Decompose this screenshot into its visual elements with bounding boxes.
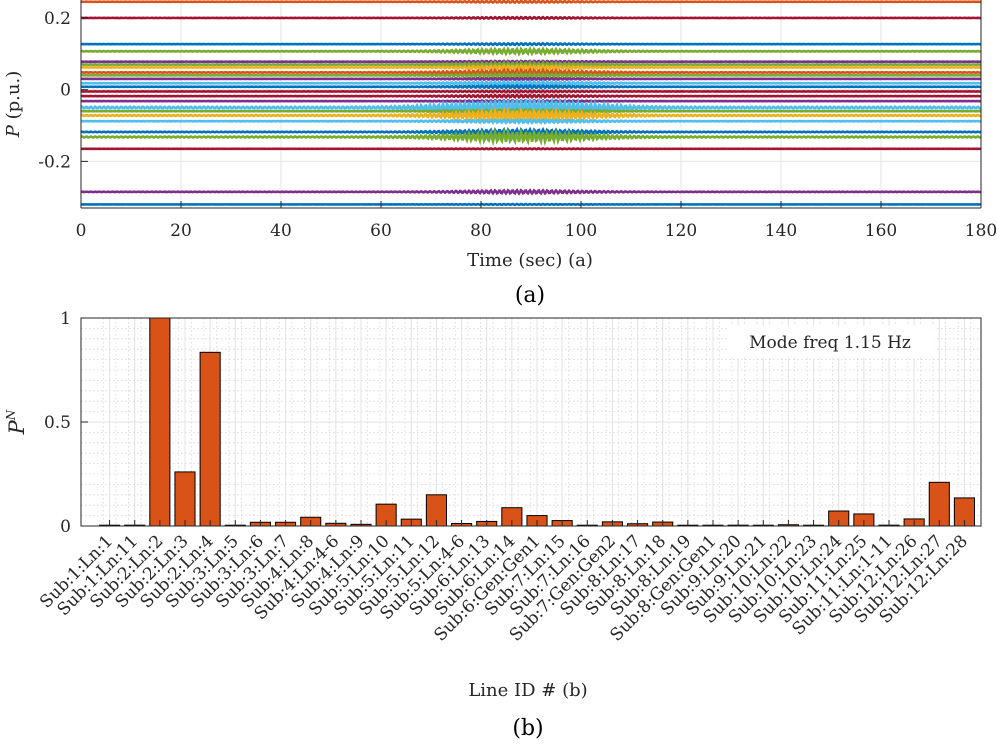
panel-a-series-line	[80, 202, 982, 207]
panel-b-x-axis-label: Line ID # (b)	[468, 680, 587, 701]
panel-b-x-tick-labels: Sub:1:Ln:1Sub:1:Ln:11Sub:2:Ln:2Sub:2:Ln:…	[36, 531, 972, 645]
panel-a-x-axis-label: Time (sec) (a)	[467, 250, 593, 271]
panel-b-y-axis-label: PN	[4, 409, 29, 435]
panel-a-series-line	[80, 79, 982, 88]
panel-a-series-line	[80, 45, 982, 57]
panel-a-series-line	[80, 83, 982, 90]
panel-a-x-tick-label: 160	[865, 221, 897, 241]
panel-b-annotation-box	[728, 326, 934, 358]
panel-a-series-line	[80, 41, 982, 47]
panel-a-y-tick-labels: -0.2 0 0.2	[38, 9, 71, 172]
panel-a-series-line	[80, 188, 982, 196]
panel-a-caption: (a)	[515, 283, 545, 308]
panel-a-series-line	[80, 63, 982, 72]
panel-a-x-tick-label: 180	[965, 221, 997, 241]
panel-a-series-line	[80, 117, 982, 126]
panel-a-x-tick-label: 80	[470, 221, 492, 241]
panel-a-x-tick-labels: 0 20 40 60 80 100 120 140 160 180	[76, 221, 997, 241]
panel-b-bar-chart: Sub:1:Ln:1Sub:1:Ln:11Sub:2:Ln:2Sub:2:Ln:…	[4, 309, 982, 741]
panel-a-series-line	[80, 60, 982, 70]
panel-a-series-line	[80, 126, 982, 138]
panel-a-series-line	[80, 96, 982, 120]
panel-b-y-tick-labels: 00.51	[44, 309, 71, 537]
panel-b-bar	[199, 351, 221, 527]
panel-a-series-line	[80, 71, 982, 80]
panel-a-series-line	[80, 89, 982, 94]
panel-a-y-tick-label: 0	[60, 81, 71, 101]
panel-a-series-line	[80, 15, 982, 21]
panel-b-annotation: Mode freq 1.15 Hz	[749, 333, 911, 353]
panel-b-bar	[928, 481, 950, 527]
panel-a-x-tick-label: 140	[765, 221, 797, 241]
panel-a-x-tick-label: 60	[370, 221, 392, 241]
panel-a-y-axis-label: P (p.u.)	[3, 71, 24, 138]
panel-b-y-tick-label: 0	[60, 517, 71, 537]
panel-b-bar	[149, 317, 171, 527]
panel-a-series-line	[80, 76, 982, 82]
panel-a-x-tick-label: 20	[170, 221, 192, 241]
panel-a-series-line	[80, 93, 982, 100]
panel-b-y-label-sup: N	[4, 409, 18, 421]
panel-a-x-tick-label: 0	[76, 221, 87, 241]
panel-a-series-line	[80, 127, 982, 147]
panel-b-bar	[174, 471, 196, 527]
panel-b-y-tick-label: 0.5	[44, 413, 71, 433]
panel-a-y-tick-label: -0.2	[38, 152, 71, 172]
panel-b-caption: (b)	[512, 716, 543, 741]
panel-a-series-line	[80, 105, 982, 125]
panel-b-grid	[81, 318, 981, 526]
panel-b-y-tick-label: 1	[60, 309, 71, 329]
panel-a-series-line	[80, 0, 982, 5]
panel-a-x-tick-label: 40	[270, 221, 292, 241]
panel-a-series-lines	[80, 0, 982, 207]
panel-b-axes-box	[80, 317, 982, 527]
panel-a-series-line	[80, 67, 982, 78]
panel-a-y-label-unit: (p.u.)	[3, 71, 24, 125]
panel-a-time-series: 0 20 40 60 80 100 120 140 160 180 -0.2 0 0.2 Time (…	[3, 0, 997, 308]
panel-a-y-tick-label: 0.2	[44, 9, 71, 29]
panel-a-x-tick-label: 100	[565, 221, 597, 241]
panel-a-x-tick-label: 120	[665, 221, 697, 241]
panel-a-y-label-var: P	[3, 124, 24, 138]
panel-a-series-line	[80, 147, 982, 151]
panel-b-y-label-var: P	[5, 419, 29, 435]
